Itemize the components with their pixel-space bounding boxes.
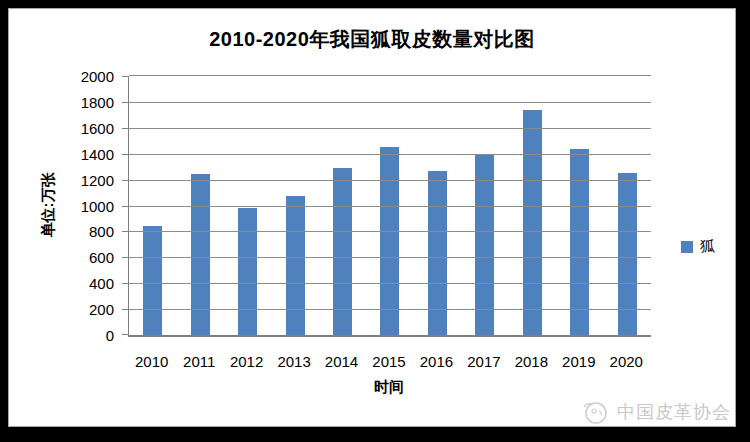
plot-area xyxy=(128,76,651,337)
bar-2017 xyxy=(475,154,494,335)
bar-2016 xyxy=(428,171,447,335)
y-tick-label: 200 xyxy=(54,301,114,318)
x-tick-label-2016: 2016 xyxy=(413,353,460,370)
y-tick-label: 600 xyxy=(54,249,114,266)
x-tick-label-2019: 2019 xyxy=(555,353,602,370)
gridline xyxy=(129,283,651,284)
bar-2019 xyxy=(570,149,589,335)
y-tick-label: 1000 xyxy=(54,198,114,215)
x-tick-label-2011: 2011 xyxy=(175,353,222,370)
y-tick-label: 400 xyxy=(54,275,114,292)
y-axis-tick xyxy=(122,283,129,284)
x-axis-title: 时间 xyxy=(128,378,650,397)
bar-2018 xyxy=(523,110,542,335)
x-tick-label-2018: 2018 xyxy=(508,353,555,370)
y-axis-tick-labels: 2000180016001400120010008006004002000 xyxy=(54,76,114,335)
gridline xyxy=(129,180,651,181)
x-tick-label-2015: 2015 xyxy=(365,353,412,370)
watermark-text: 中国皮革协会 xyxy=(617,400,731,424)
gridline xyxy=(129,128,651,129)
y-axis-tick xyxy=(122,154,129,155)
y-axis-tick xyxy=(122,180,129,181)
y-axis-tick xyxy=(122,128,129,129)
y-axis-tick xyxy=(122,76,129,77)
y-axis-tick xyxy=(122,309,129,310)
y-tick-label: 1200 xyxy=(54,172,114,189)
gridline xyxy=(129,75,651,76)
gridline xyxy=(129,257,651,258)
y-axis-tick xyxy=(122,102,129,103)
x-tick-label-2020: 2020 xyxy=(603,353,650,370)
x-tick-label-2014: 2014 xyxy=(318,353,365,370)
y-tick-label: 800 xyxy=(54,223,114,240)
x-tick-label-2012: 2012 xyxy=(223,353,270,370)
gridline xyxy=(129,231,651,232)
bar-2011 xyxy=(191,174,210,335)
gridline xyxy=(129,102,651,103)
bar-2020 xyxy=(618,173,637,335)
x-tick-label-2010: 2010 xyxy=(128,353,175,370)
x-tick-label-2017: 2017 xyxy=(460,353,507,370)
watermark: 中国皮革协会 xyxy=(581,399,731,425)
bar-2013 xyxy=(286,196,305,335)
y-tick-label: 1800 xyxy=(54,94,114,111)
y-tick-label: 0 xyxy=(54,327,114,344)
y-tick-label: 1400 xyxy=(54,146,114,163)
screenshot-frame: 2010-2020年我国狐取皮数量对比图 单位:万张 2000180016001… xyxy=(0,0,750,442)
legend: 狐 xyxy=(681,237,715,256)
gridline xyxy=(129,309,651,310)
y-axis-tick xyxy=(122,257,129,258)
y-axis-tick xyxy=(122,231,129,232)
gridline xyxy=(129,206,651,207)
bar-2015 xyxy=(380,147,399,335)
y-tick-label: 2000 xyxy=(54,68,114,85)
chart-panel: 2010-2020年我国狐取皮数量对比图 单位:万张 2000180016001… xyxy=(8,8,736,427)
bar-2012 xyxy=(238,208,257,335)
x-axis-tick-labels: 2010201120122013201420152016201720182019… xyxy=(128,353,650,370)
gridline xyxy=(129,154,651,155)
bar-2010 xyxy=(143,226,162,335)
legend-swatch-icon xyxy=(681,241,693,253)
x-tick-label-2013: 2013 xyxy=(270,353,317,370)
y-axis-tick xyxy=(122,334,129,335)
chart-title: 2010-2020年我国狐取皮数量对比图 xyxy=(9,26,735,53)
legend-label: 狐 xyxy=(700,237,715,256)
china-leather-association-logo-icon xyxy=(581,399,609,425)
y-tick-label: 1600 xyxy=(54,120,114,137)
y-axis-tick xyxy=(122,206,129,207)
